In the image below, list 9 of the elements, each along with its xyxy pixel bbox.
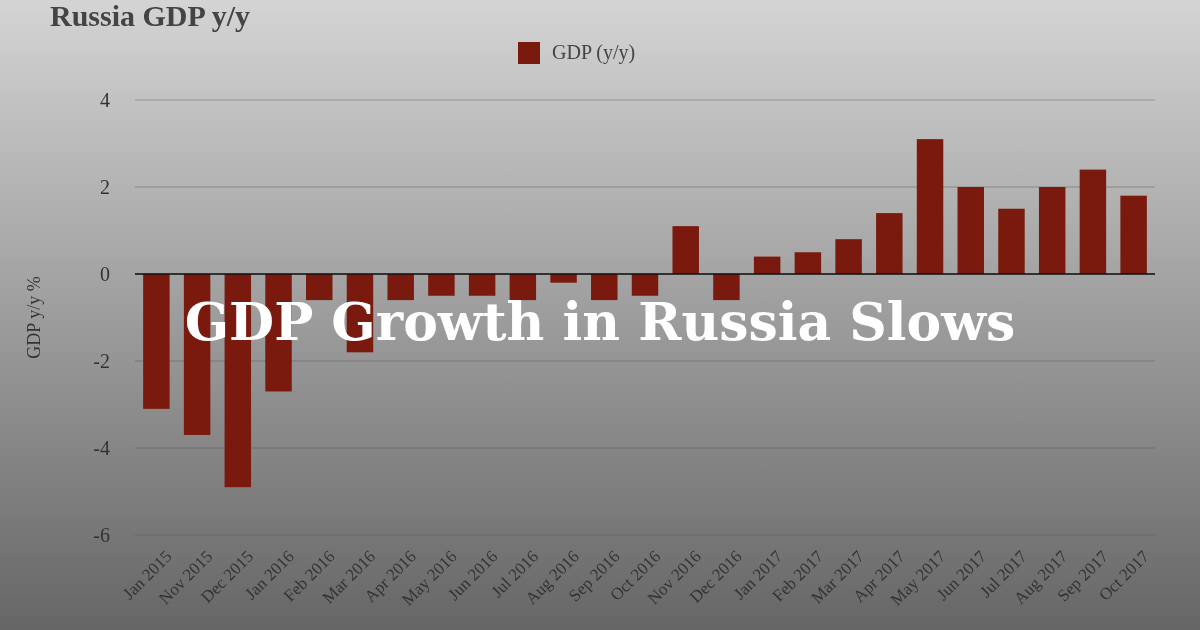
legend-label: GDP (y/y) [552,41,636,64]
y-tick-label: -2 [93,350,110,372]
y-tick-label: -4 [93,437,110,459]
y-tick-label: 2 [100,176,110,198]
y-tick-label: 0 [100,263,110,285]
y-axis-title: GDP y/y % [24,276,44,359]
chart-title: Russia GDP y/y [50,0,251,32]
y-tick-label: -6 [93,524,110,546]
y-tick-label: 4 [100,89,110,111]
